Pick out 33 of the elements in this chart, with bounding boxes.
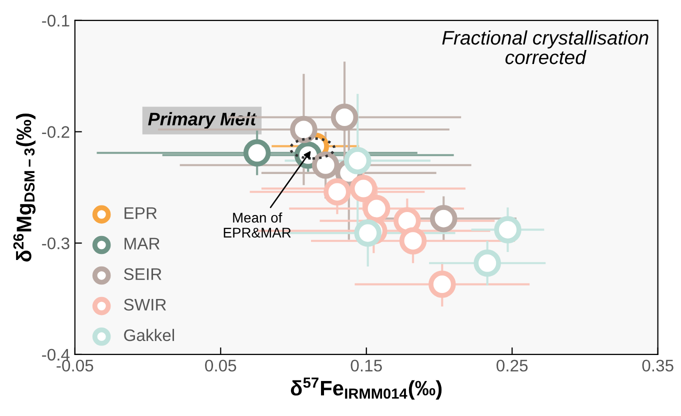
x-tick-label: 0.15 <box>350 360 382 372</box>
point <box>394 207 421 234</box>
point <box>474 249 501 277</box>
annotation: Mean of EPR&MAR <box>224 212 291 238</box>
point <box>399 227 427 254</box>
x-tick-label: 0.35 <box>642 360 674 372</box>
x-axis-title: δ$^{57}$Fe$_{IRMM014}$(‰) <box>290 378 442 400</box>
annotation: Fractional crystallisation corrected <box>442 30 648 64</box>
x-tick-label: 0.25 <box>496 360 528 372</box>
y-tick-label: -0.2 <box>42 126 70 138</box>
y-tick-label: -0.4 <box>42 348 70 361</box>
point <box>243 139 271 167</box>
y-axis-title: δ$^{26}$Mg$_{DSM−3}$(‰) <box>13 114 36 262</box>
x-tick-label: -0.05 <box>56 360 94 372</box>
point <box>344 147 372 174</box>
point <box>312 152 340 179</box>
point <box>362 194 390 222</box>
point <box>430 204 458 232</box>
point <box>350 174 378 202</box>
x-tick-label: 0.05 <box>205 360 236 372</box>
legend-label: MAR <box>124 238 160 250</box>
legend-label: Gakkel <box>124 328 174 342</box>
legend-label: EPR <box>124 207 157 219</box>
point <box>494 216 522 244</box>
legend-label: SWIR <box>124 298 166 311</box>
point <box>354 219 382 247</box>
point <box>330 104 358 131</box>
point <box>290 116 318 144</box>
y-tick-label: -0.3 <box>42 237 70 250</box>
point <box>324 178 351 206</box>
point <box>428 270 456 298</box>
legend-label: SEIR <box>124 268 162 280</box>
y-tick-label: -0.1 <box>42 14 70 27</box>
